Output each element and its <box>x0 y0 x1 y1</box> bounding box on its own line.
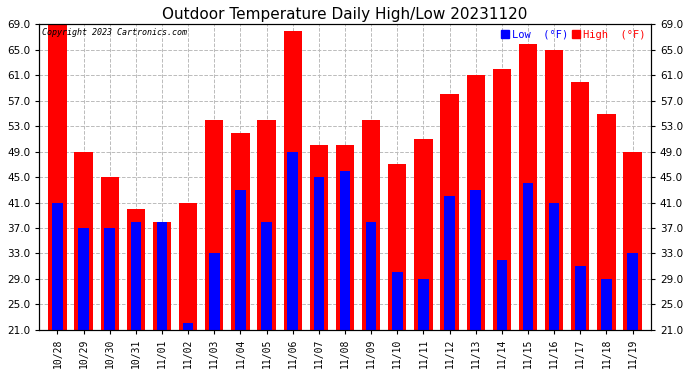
Bar <box>183 323 193 330</box>
Bar <box>444 196 455 330</box>
Bar <box>52 202 63 330</box>
Bar <box>571 82 589 330</box>
Bar <box>388 164 406 330</box>
Bar <box>75 152 92 330</box>
Bar <box>440 94 459 330</box>
Bar <box>209 254 219 330</box>
Bar <box>497 260 507 330</box>
Bar <box>314 177 324 330</box>
Bar <box>575 266 586 330</box>
Legend: Low  (°F), High  (°F): Low (°F), High (°F) <box>501 30 646 40</box>
Bar <box>288 152 298 330</box>
Bar <box>339 171 351 330</box>
Bar <box>101 177 119 330</box>
Bar <box>471 190 481 330</box>
Bar <box>48 24 66 330</box>
Bar <box>179 202 197 330</box>
Bar <box>627 254 638 330</box>
Bar <box>418 279 428 330</box>
Bar <box>545 50 563 330</box>
Bar <box>624 152 642 330</box>
Title: Outdoor Temperature Daily High/Low 20231120: Outdoor Temperature Daily High/Low 20231… <box>162 7 528 22</box>
Bar <box>79 228 89 330</box>
Bar <box>310 145 328 330</box>
Bar <box>130 222 141 330</box>
Bar <box>366 222 376 330</box>
Bar <box>336 145 354 330</box>
Bar <box>257 120 276 330</box>
Bar <box>284 31 302 330</box>
Bar <box>127 209 145 330</box>
Bar <box>362 120 380 330</box>
Bar <box>392 272 402 330</box>
Bar <box>104 228 115 330</box>
Bar <box>601 279 611 330</box>
Bar <box>466 75 485 330</box>
Bar <box>152 222 171 330</box>
Bar <box>519 44 538 330</box>
Bar <box>414 139 433 330</box>
Bar <box>549 202 560 330</box>
Bar <box>231 133 250 330</box>
Bar <box>262 222 272 330</box>
Text: Copyright 2023 Cartronics.com: Copyright 2023 Cartronics.com <box>42 27 187 36</box>
Bar <box>157 222 167 330</box>
Bar <box>493 69 511 330</box>
Bar <box>235 190 246 330</box>
Bar <box>205 120 224 330</box>
Bar <box>523 183 533 330</box>
Bar <box>598 114 615 330</box>
